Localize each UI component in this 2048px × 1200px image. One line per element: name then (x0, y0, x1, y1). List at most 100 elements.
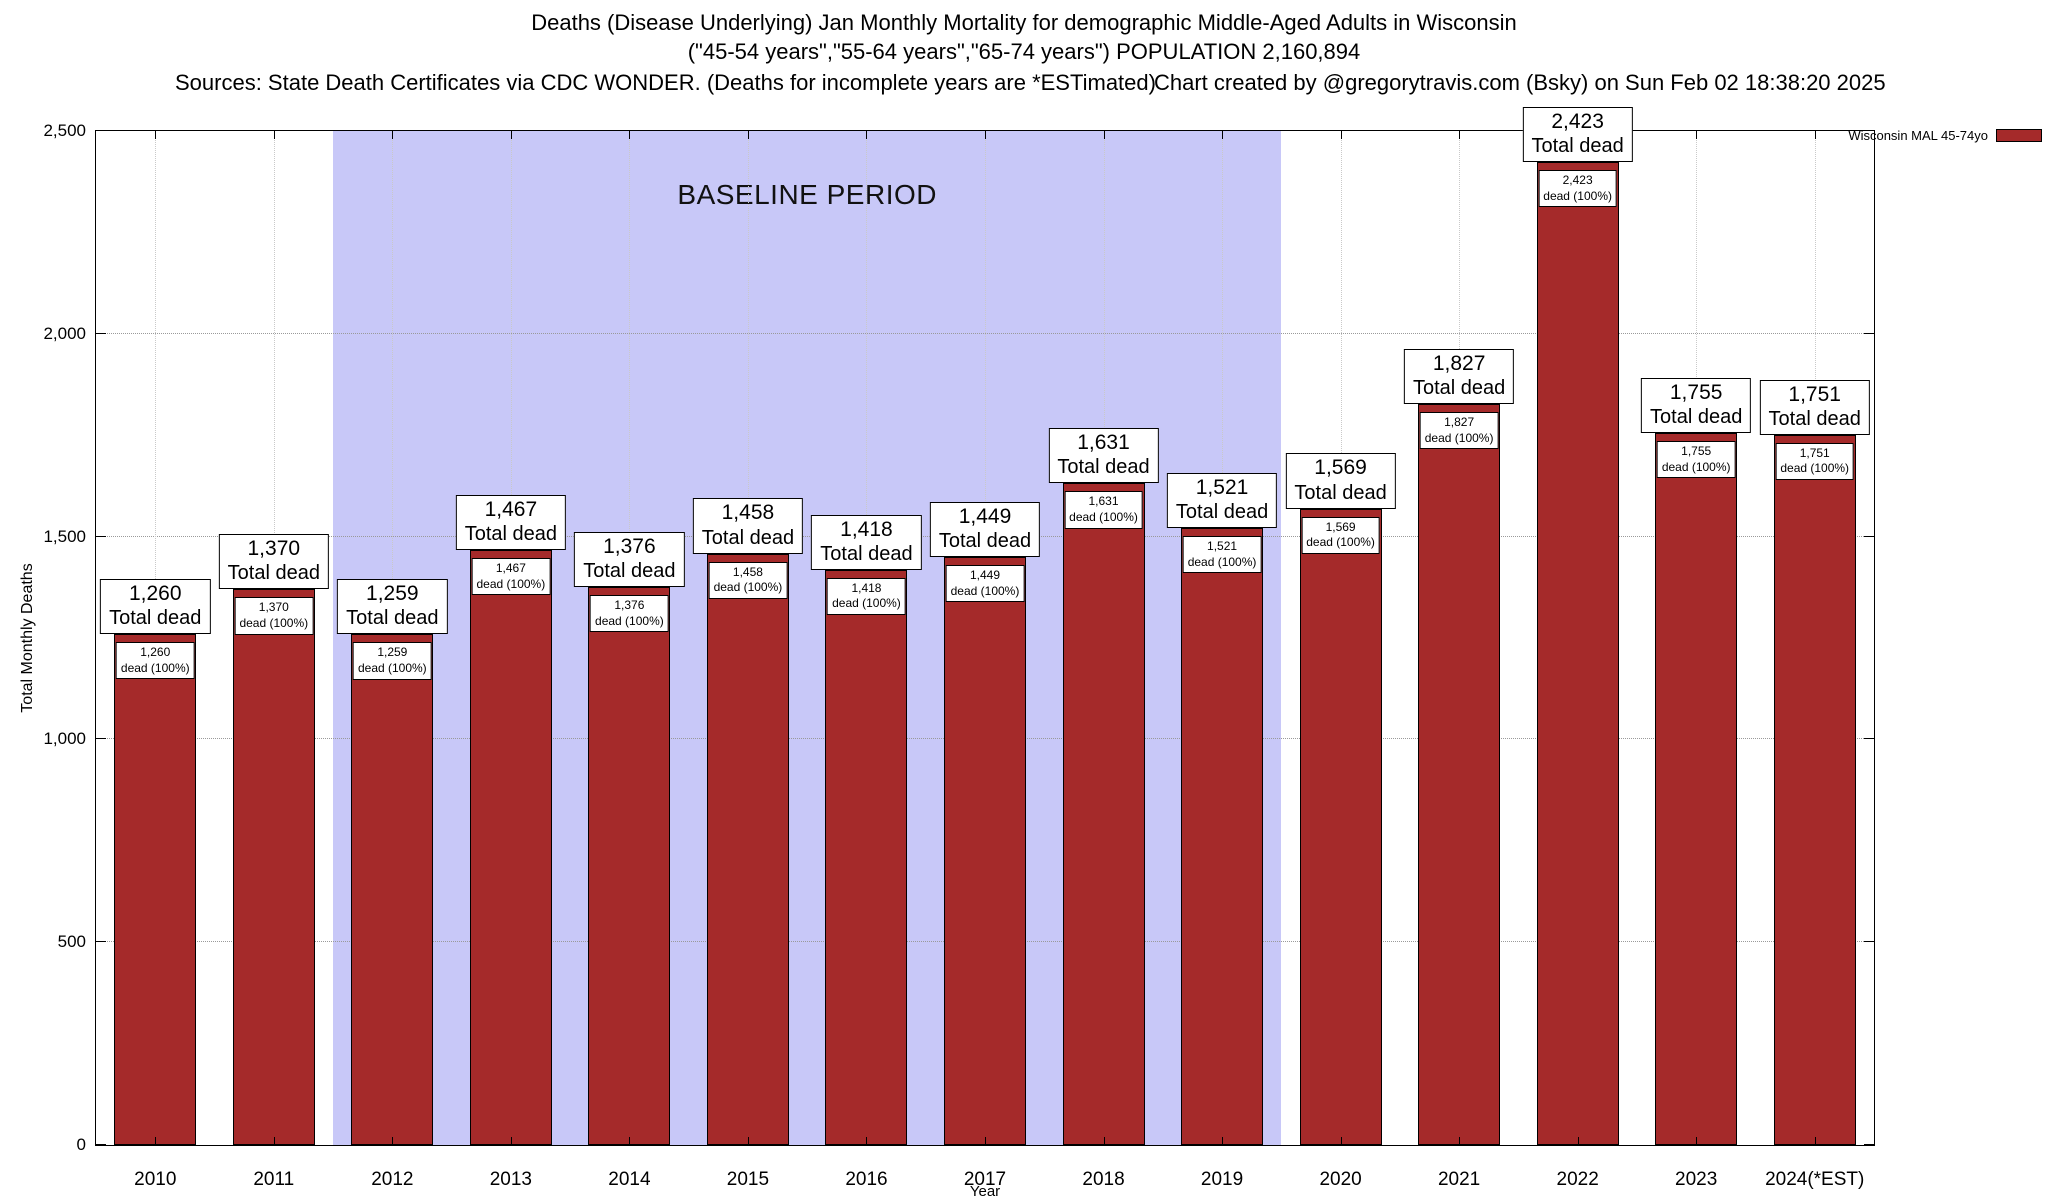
bar-slot: 1,631 Total dead 1,631 dead (100%) 2018 (1044, 131, 1163, 1190)
bar-total-suffix: Total dead (464, 523, 558, 545)
y-tick-label: 0 (76, 1135, 86, 1154)
bar-inner-suffix: dead (100%) (239, 615, 309, 630)
bar-inner-suffix: dead (100%) (832, 596, 901, 611)
bar: 1,755 dead (100%) (1655, 433, 1738, 1145)
x-tick-mark-bottom (1103, 1137, 1105, 1145)
bar-total-suffix: Total dead (1057, 456, 1150, 479)
x-tick-label: 2024(*EST) (1765, 1169, 1865, 1190)
x-tick-mark-bottom (1814, 1137, 1816, 1145)
bar-inner-suffix: dead (100%) (120, 660, 190, 675)
y-tick-label: 1,500 (43, 526, 86, 546)
bar-total-value: 1,449 (958, 505, 1012, 529)
bar-total-suffix: Total dead (701, 526, 795, 549)
bar-inner-value: 1,751 (1799, 445, 1830, 460)
baseline-period-label: BASELINE PERIOD (677, 179, 937, 210)
bar-inner-value: 1,755 (1681, 444, 1712, 459)
bar-slot: 1,449 Total dead 1,449 dead (100%) 2017 (926, 131, 1045, 1190)
bar-total-label: 1,751 Total dead (1759, 379, 1870, 435)
y-tick-label: 2,500 (43, 121, 86, 140)
bar: 1,260 dead (100%) (114, 633, 197, 1145)
x-tick-mark-bottom (1340, 1137, 1342, 1145)
bar-inner-label: 1,521 dead (100%) (1182, 536, 1262, 574)
bar-inner-suffix: dead (100%) (1780, 461, 1850, 476)
x-tick-mark-bottom (747, 1137, 749, 1145)
bar-total-value: 2,423 (1551, 110, 1604, 134)
x-tick-mark-top (747, 131, 749, 139)
bar-inner-label: 1,755 dead (100%) (1656, 441, 1736, 479)
bar-total-value: 1,569 (1314, 456, 1367, 480)
bar-total-value: 1,755 (1669, 381, 1723, 404)
bar-total-label: 1,755 Total dead (1641, 378, 1752, 434)
bar-inner-label: 1,259 dead (100%) (352, 642, 432, 680)
bar-total-suffix: Total dead (227, 562, 320, 585)
x-tick-mark-top (1459, 131, 1461, 139)
bar-inner-suffix: dead (100%) (1306, 535, 1375, 550)
x-tick-mark-bottom (866, 1137, 868, 1145)
bar: 1,376 dead (100%) (588, 586, 671, 1145)
chart-subtitle: ("45-54 years","55-64 years","65-74 year… (687, 39, 1361, 64)
bar-total-suffix: Total dead (1412, 376, 1506, 399)
x-tick-mark-bottom (392, 1137, 394, 1145)
y-tick-mark (1864, 535, 1874, 537)
bar-inner-label: 1,631 dead (100%) (1064, 491, 1143, 529)
bar-inner-label: 1,467 dead (100%) (471, 558, 551, 596)
bar-total-label: 1,521 Total dead (1166, 472, 1278, 529)
bar-total-label: 1,376 Total dead (574, 531, 685, 587)
bar-inner-label: 2,423 dead (100%) (1538, 170, 1617, 208)
bar: 1,259 dead (100%) (351, 634, 434, 1145)
bar-inner-value: 1,370 (258, 600, 289, 615)
bar-inner-value: 1,376 (614, 597, 645, 612)
bar-inner-label: 1,751 dead (100%) (1775, 442, 1855, 480)
bar-inner-value: 1,418 (851, 580, 882, 595)
bar: 1,449 dead (100%) (943, 557, 1026, 1145)
sources-note: Sources: State Death Certificates via CD… (175, 70, 1156, 95)
x-tick-mark-top (866, 131, 868, 139)
bar-total-label: 1,827 Total dead (1403, 348, 1515, 404)
bar-inner-label: 1,260 dead (100%) (115, 641, 195, 680)
bar-inner-suffix: dead (100%) (1187, 554, 1257, 569)
bar-total-suffix: Total dead (1531, 135, 1624, 158)
bar-inner-suffix: dead (100%) (1661, 459, 1731, 474)
bar-total-suffix: Total dead (346, 607, 439, 630)
bar-total-label: 1,259 Total dead (337, 579, 448, 635)
bar: 1,370 dead (100%) (232, 589, 315, 1145)
bar-slot: 1,260 Total dead 1,260 dead (100%) 2010 (96, 131, 215, 1190)
x-tick-label: 2023 (1675, 1169, 1718, 1190)
x-tick-label: 2022 (1556, 1169, 1599, 1190)
bar-total-value: 1,260 (128, 581, 182, 605)
bar: 1,467 dead (100%) (469, 550, 552, 1145)
bar-total-value: 1,827 (1432, 351, 1486, 375)
x-tick-mark-bottom (510, 1137, 512, 1145)
bar-total-value: 1,467 (484, 497, 538, 521)
bar-inner-suffix: dead (100%) (1543, 188, 1612, 203)
y-axis-title: Total Monthly Deaths (19, 563, 36, 713)
bar-inner-value: 1,827 (1444, 414, 1475, 429)
bar-total-value: 1,370 (247, 537, 301, 561)
bar: 1,458 dead (100%) (706, 553, 789, 1145)
x-tick-label: 2013 (489, 1169, 532, 1190)
bar-slot: 1,376 Total dead 1,376 dead (100%) 2014 (570, 131, 689, 1190)
chart-header: Deaths (Disease Underlying) Jan Monthly … (0, 10, 2048, 96)
x-tick-mark-bottom (1696, 1137, 1698, 1145)
bar-total-value: 1,418 (840, 517, 893, 541)
x-tick-label: 2021 (1437, 1169, 1481, 1190)
bar-total-suffix: Total dead (1650, 406, 1743, 429)
x-tick-mark-bottom (155, 1137, 157, 1145)
bar-total-label: 1,467 Total dead (455, 494, 567, 550)
bar-total-label: 1,569 Total dead (1285, 453, 1396, 509)
y-tick-mark (96, 941, 106, 943)
x-tick-mark-bottom (273, 1137, 275, 1145)
y-tick-mark (1864, 130, 1874, 131)
x-tick-mark-top (1340, 131, 1342, 139)
bar-slot: 1,751 Total dead 1,751 dead (100%) 2024(*EST… (1755, 131, 1874, 1190)
bar-slot: 1,569 Total dead 1,569 dead (100%) 2020 (1281, 131, 1400, 1190)
x-tick-mark-top (392, 131, 394, 139)
bar-total-value: 1,631 (1077, 431, 1130, 455)
bar-inner-value: 1,569 (1325, 519, 1356, 534)
x-tick-mark-top (984, 131, 986, 139)
bar-total-label: 1,260 Total dead (100, 578, 211, 634)
bar: 1,751 dead (100%) (1773, 434, 1856, 1145)
y-tick-mark (1864, 941, 1874, 943)
x-tick-label: 2012 (371, 1169, 414, 1190)
